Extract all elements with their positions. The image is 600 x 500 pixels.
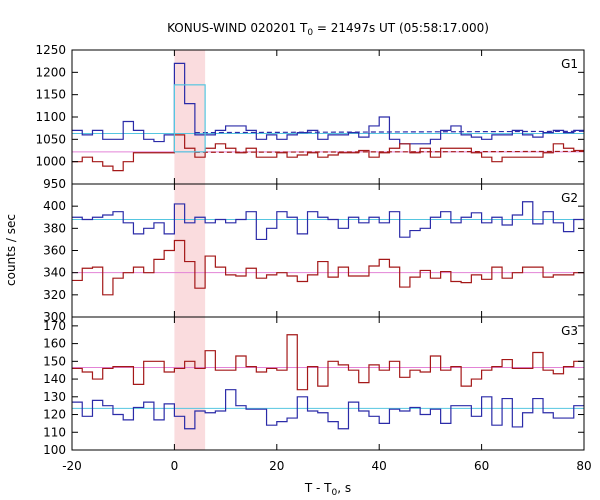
y-tick-label-g1: 1200 xyxy=(35,65,66,79)
highlight-band xyxy=(174,50,206,450)
y-tick-label-g2: 300 xyxy=(43,310,66,324)
y-tick-label-g3: 100 xyxy=(43,443,66,457)
labels-layer: 950100010501100115012001250G130032034036… xyxy=(35,43,591,473)
y-tick-label-g2: 340 xyxy=(43,266,66,280)
y-tick-label-g2: 360 xyxy=(43,244,66,258)
y-tick-label-g3: 110 xyxy=(43,425,66,439)
y-tick-label-g3: 160 xyxy=(43,337,66,351)
series-g3-red xyxy=(72,334,584,391)
series-g3-blue xyxy=(72,389,584,430)
x-tick-label: 80 xyxy=(576,459,591,473)
series-layer xyxy=(72,62,584,430)
x-tick-label: 20 xyxy=(269,459,284,473)
x-tick-label: 60 xyxy=(474,459,489,473)
series-g1-red xyxy=(72,134,584,172)
series-g2-red xyxy=(72,239,584,296)
x-axis-label: T - T0, s xyxy=(304,481,351,498)
panel-label-g3: G3 xyxy=(561,324,578,338)
panel-label-g1: G1 xyxy=(561,57,578,71)
y-tick-label-g2: 320 xyxy=(43,288,66,302)
chart-title: KONUS-WIND 020201 T0 = 21497s UT (05:58:… xyxy=(167,21,489,38)
y-tick-label-g2: 400 xyxy=(43,199,66,213)
y-tick-label-g3: 170 xyxy=(43,319,66,333)
y-tick-label-g2: 380 xyxy=(43,221,66,235)
y-tick-label-g3: 130 xyxy=(43,390,66,404)
panel-frame-g1 xyxy=(71,49,585,185)
highlight-band-layer xyxy=(174,50,206,450)
y-tick-label-g1: 1100 xyxy=(35,110,66,124)
y-axis-label: counts / sec xyxy=(4,214,18,286)
series-g1-blue xyxy=(72,62,584,145)
panel-frame-g2 xyxy=(71,183,585,318)
y-tick-label-g1: 1050 xyxy=(35,132,66,146)
panel-frame-g3 xyxy=(71,316,585,451)
y-tick-label-g1: 950 xyxy=(43,177,66,191)
y-tick-label-g1: 1000 xyxy=(35,155,66,169)
series-g2-blue xyxy=(72,201,584,241)
x-tick-label: -20 xyxy=(62,459,82,473)
y-tick-label-g1: 1250 xyxy=(35,43,66,57)
y-tick-label-g3: 150 xyxy=(43,354,66,368)
panel-frames-layer xyxy=(71,49,585,451)
x-tick-label: 40 xyxy=(372,459,387,473)
burst-box-g1 xyxy=(173,84,206,153)
x-tick-label: 0 xyxy=(171,459,179,473)
panel-label-g2: G2 xyxy=(561,191,578,205)
y-tick-label-g1: 1150 xyxy=(35,88,66,102)
y-tick-label-g3: 120 xyxy=(43,408,66,422)
ticks-layer xyxy=(71,49,585,451)
y-tick-label-g3: 140 xyxy=(43,372,66,386)
